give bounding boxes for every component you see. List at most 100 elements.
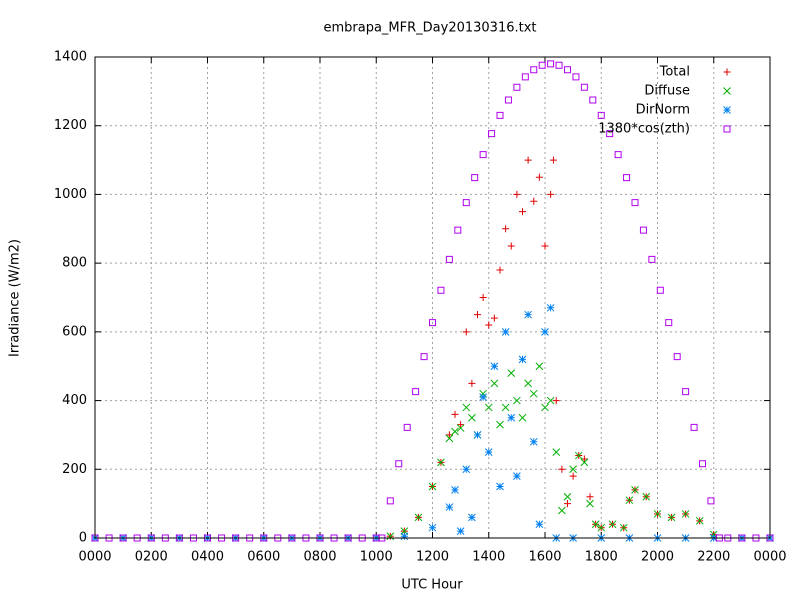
point <box>639 226 647 234</box>
x-tick-label: 1600 <box>528 550 561 565</box>
point <box>490 379 499 388</box>
point <box>386 532 395 541</box>
point <box>519 208 526 216</box>
point <box>484 448 493 456</box>
point <box>260 534 268 542</box>
point <box>580 83 588 91</box>
point <box>564 500 571 508</box>
point <box>529 437 538 446</box>
point <box>504 96 512 104</box>
point <box>484 403 493 412</box>
y-tick-label: 1000 <box>54 187 87 202</box>
point <box>412 388 420 396</box>
point <box>547 60 555 68</box>
point <box>541 328 549 336</box>
point <box>507 242 515 250</box>
point <box>451 410 459 418</box>
point <box>344 534 352 542</box>
point <box>445 255 453 263</box>
point <box>619 523 628 532</box>
y-tick-label: 600 <box>62 324 87 339</box>
point <box>530 66 538 74</box>
point <box>530 197 538 205</box>
point <box>428 523 437 532</box>
point <box>462 199 470 207</box>
point <box>521 73 529 81</box>
x-tick-label: 0600 <box>247 550 280 565</box>
point <box>648 255 656 263</box>
point <box>642 492 651 501</box>
point <box>501 328 510 336</box>
point <box>490 362 499 371</box>
point <box>667 513 676 522</box>
point <box>653 510 662 518</box>
point <box>496 266 504 274</box>
point <box>541 242 549 250</box>
point <box>625 496 634 505</box>
x-axis-label: UTC Hour <box>401 578 463 593</box>
point <box>91 534 99 542</box>
point <box>105 534 113 542</box>
point <box>518 355 527 364</box>
point <box>552 448 561 456</box>
x-tick-label: 2200 <box>697 550 730 565</box>
point <box>549 156 557 164</box>
point <box>161 534 169 542</box>
point <box>614 151 622 159</box>
x-tick-label: 1400 <box>472 550 505 565</box>
point <box>608 520 617 529</box>
point <box>175 534 183 542</box>
point <box>586 493 594 501</box>
legend-label: 1380*cos(zth) <box>598 122 690 137</box>
point <box>529 389 538 398</box>
y-tick-label: 800 <box>62 256 87 271</box>
point <box>558 465 566 473</box>
point <box>474 311 481 319</box>
point <box>569 472 577 480</box>
point <box>502 225 510 233</box>
point <box>524 310 532 319</box>
point <box>546 303 555 312</box>
point <box>513 396 521 405</box>
point <box>552 397 560 405</box>
point <box>518 413 527 422</box>
y-tick-label: 1200 <box>54 118 87 133</box>
y-axis-label: Irradiance (W/m2) <box>8 239 23 357</box>
legend-marker <box>723 68 731 76</box>
point <box>524 379 532 388</box>
point <box>204 534 211 542</box>
point <box>501 403 510 412</box>
legend-marker <box>723 106 731 114</box>
point <box>547 190 555 198</box>
point <box>358 534 366 542</box>
point <box>591 520 600 529</box>
point <box>690 423 698 431</box>
point <box>572 73 580 81</box>
point <box>437 458 445 467</box>
point <box>496 482 504 491</box>
point <box>496 111 504 119</box>
point <box>218 534 226 542</box>
x-tick-label: 0200 <box>135 550 168 565</box>
point <box>456 527 465 535</box>
point <box>420 353 428 361</box>
point <box>414 513 423 522</box>
point <box>623 174 631 182</box>
point <box>119 534 127 542</box>
point <box>631 486 639 494</box>
point <box>752 534 760 542</box>
point <box>445 434 454 443</box>
point <box>555 61 563 69</box>
point <box>580 458 589 467</box>
point <box>546 396 555 405</box>
point <box>232 534 240 542</box>
legend-label: Diffuse <box>644 84 690 99</box>
point <box>681 510 690 518</box>
legend-marker <box>723 125 731 133</box>
point <box>485 321 493 329</box>
point <box>631 199 639 207</box>
point <box>429 319 436 327</box>
point <box>488 130 496 138</box>
point <box>378 534 386 542</box>
